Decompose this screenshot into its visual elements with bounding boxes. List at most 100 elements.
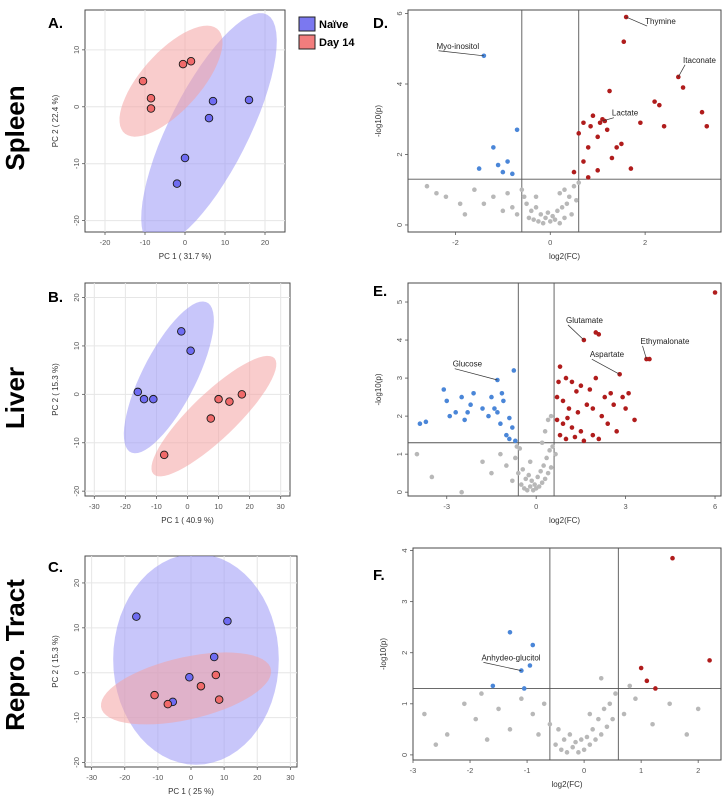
plot-frame (407, 282, 722, 497)
plot-area (85, 10, 285, 232)
y-axis-label: -log10(p) (374, 373, 383, 405)
x-tick-label: 0 (185, 502, 189, 511)
x-tick-label: 6 (713, 502, 717, 511)
data-point-up (628, 166, 634, 171)
data-point-naive (149, 394, 158, 404)
data-point-up (581, 438, 587, 444)
x-axis-label: PC 1 ( 31.7 %) (159, 252, 212, 261)
data-point-ns (633, 696, 638, 701)
y-tick-label: 3 (395, 376, 404, 380)
plot-area (408, 10, 721, 232)
data-point-up (565, 415, 570, 421)
data-point-up (614, 145, 619, 150)
data-point-up (593, 375, 599, 381)
data-point-down (480, 406, 485, 411)
data-point-up (557, 432, 563, 438)
y-tick-label: 10 (72, 624, 81, 632)
data-point-naive (209, 652, 219, 662)
data-point-ns (607, 701, 613, 707)
data-point-down (441, 387, 447, 392)
data-point-day14 (178, 59, 188, 69)
data-point-ns (650, 721, 655, 727)
data-point-down (476, 166, 482, 171)
data-point-up (596, 436, 602, 442)
x-tick-label: -30 (86, 773, 97, 782)
data-point-up (556, 379, 561, 385)
data-point-up (560, 421, 566, 427)
data-point-ns (566, 194, 572, 200)
data-point-ns (547, 219, 553, 224)
confidence-ellipse-naive (141, 13, 277, 232)
data-point-ns (519, 696, 524, 701)
data-point-ns (540, 220, 546, 226)
pca-plot-spleen: A. -20 -10 0 10 20 -20 -10 0 10 PC 1 ( 31.7 %) PC 2… (48, 9, 286, 261)
data-point-day14 (150, 690, 159, 700)
data-point-ns (695, 706, 701, 712)
data-point-ns (532, 482, 537, 487)
data-point-up (590, 406, 596, 411)
annotation-label: Thymine (645, 17, 676, 26)
data-point-up (575, 410, 581, 415)
data-point-ns (514, 444, 520, 449)
y-tick-label: 2 (395, 152, 404, 156)
data-point-up (614, 429, 619, 434)
data-point-ns (479, 691, 484, 696)
data-point-ns (529, 478, 535, 484)
y-axis-label: PC 2 ( 22.4 %) (51, 94, 60, 147)
data-point-ns (574, 197, 579, 203)
data-point-naive (244, 95, 254, 105)
data-point-down (510, 425, 515, 430)
data-point-day14 (196, 681, 206, 691)
pca-plot-repro-tract: C. -30 -20 -10 0 10 20 30 -20 -10 0 10 20 PC 1 ( 25 %… (48, 555, 298, 796)
data-point-ns (462, 701, 467, 707)
x-axis-label: log2(FC) (551, 780, 582, 789)
data-point-down (498, 421, 503, 427)
annotation-leader-line (642, 345, 647, 360)
x-tick-label: 0 (534, 502, 538, 511)
data-point-down (500, 169, 506, 175)
data-point-down (447, 413, 453, 419)
data-point-ns (557, 220, 563, 226)
x-tick-label: -20 (119, 773, 130, 782)
data-point-up (578, 429, 584, 434)
plot-frame (412, 547, 722, 761)
data-point-ns (521, 194, 527, 200)
data-point-up (588, 123, 593, 129)
data-point-up (652, 99, 657, 104)
y-axis-label: -log10(p) (374, 105, 383, 137)
data-point-up (626, 391, 631, 396)
data-point-down (511, 368, 517, 373)
data-point-down (453, 410, 458, 415)
data-point-up (638, 665, 644, 671)
data-point-ns (527, 459, 533, 465)
data-point-up (699, 109, 705, 115)
y-tick-label: 2 (400, 651, 409, 655)
data-point-down (444, 398, 450, 404)
data-point-ns (414, 451, 420, 457)
data-point-up (581, 159, 586, 164)
data-point-ns (541, 701, 547, 707)
data-point-day14 (138, 76, 148, 86)
data-point-down (491, 145, 496, 150)
y-tick-label: 20 (72, 579, 81, 587)
data-point-down (505, 159, 510, 164)
x-tick-label: 0 (582, 766, 586, 775)
data-point-up (644, 356, 649, 362)
data-point-ns (545, 417, 551, 423)
data-point-ns (496, 706, 501, 712)
x-tick-label: 2 (643, 238, 647, 247)
data-point-ns (570, 744, 576, 750)
data-point-up (571, 169, 577, 175)
data-point-up (554, 417, 560, 423)
data-point-ns (587, 711, 593, 717)
data-point-ns (543, 215, 548, 221)
data-point-ns (530, 711, 536, 717)
data-point-ns (444, 732, 450, 737)
annotation-leader-line (483, 662, 522, 671)
data-point-ns (536, 219, 541, 224)
data-point-down (501, 398, 506, 404)
data-point-ns (523, 476, 529, 482)
x-tick-label: 10 (214, 502, 222, 511)
y-tick-label: -10 (72, 437, 81, 448)
data-point-ns (578, 737, 584, 742)
